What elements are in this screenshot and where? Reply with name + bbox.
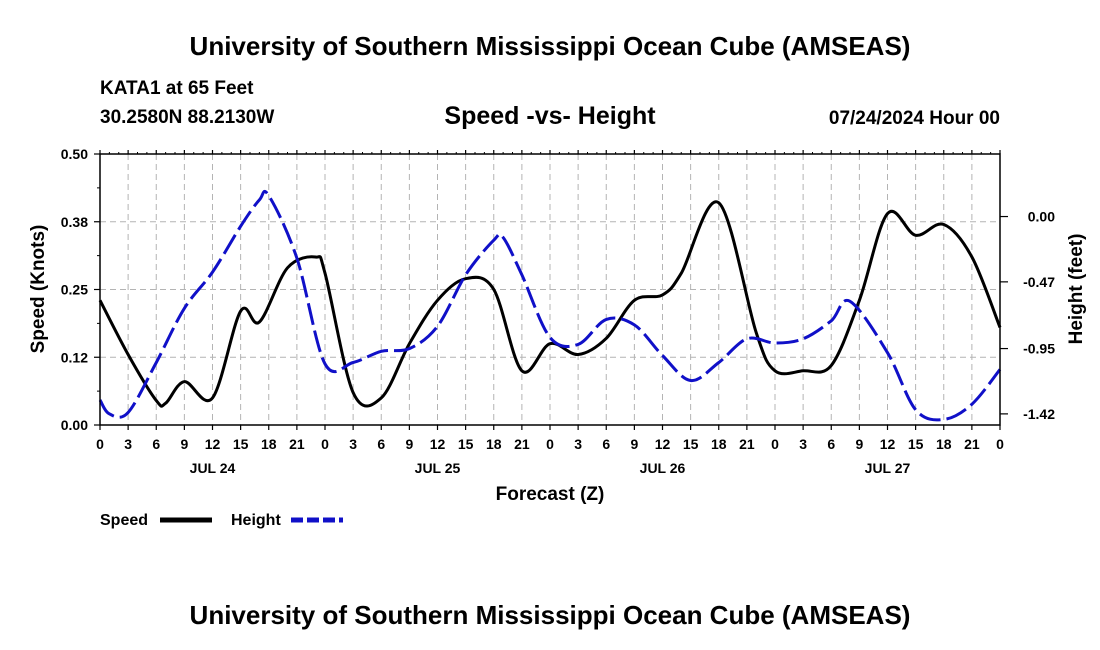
grid-lines bbox=[100, 154, 1000, 425]
y-tick-label: 0.38 bbox=[61, 214, 88, 230]
x-tick-label: 12 bbox=[430, 436, 446, 452]
x-tick-label: 9 bbox=[855, 436, 863, 452]
y2-axis-label: Height (feet) bbox=[1066, 234, 1087, 345]
x-tick-label: 18 bbox=[936, 436, 952, 452]
x-tick-label: 12 bbox=[205, 436, 221, 452]
plot-title: Speed -vs- Height bbox=[444, 102, 656, 130]
y-tick-label: 0.00 bbox=[61, 417, 88, 433]
y-tick-label: 0.12 bbox=[61, 349, 88, 365]
series-lines bbox=[98, 189, 1002, 422]
y2-tick-label: -0.47 bbox=[1023, 274, 1055, 290]
y2-tick-label: 0.00 bbox=[1028, 209, 1055, 225]
x-tick-label: 6 bbox=[827, 436, 835, 452]
x-tick-label: 0 bbox=[771, 436, 779, 452]
x-tick-label: 9 bbox=[630, 436, 638, 452]
x-axis-label: Forecast (Z) bbox=[496, 484, 605, 505]
x-tick-label: 21 bbox=[514, 436, 530, 452]
x-tick-label: 0 bbox=[96, 436, 104, 452]
x-tick-label: 21 bbox=[739, 436, 755, 452]
x-tick-label: 3 bbox=[124, 436, 132, 452]
y-tick-label: 0.50 bbox=[61, 146, 88, 162]
x-tick-label: 21 bbox=[964, 436, 980, 452]
x-tick-label: 6 bbox=[602, 436, 610, 452]
x-tick-label: 12 bbox=[655, 436, 671, 452]
y2-tick-label: -0.95 bbox=[1023, 341, 1055, 357]
x-tick-label: 18 bbox=[486, 436, 502, 452]
x-tick-label: 6 bbox=[152, 436, 160, 452]
x-tick-label: 0 bbox=[996, 436, 1004, 452]
x-tick-label: 15 bbox=[683, 436, 699, 452]
footer-title: University of Southern Mississippi Ocean… bbox=[190, 600, 911, 630]
day-label: JUL 24 bbox=[190, 460, 236, 476]
series-height-line bbox=[98, 189, 1002, 422]
x-tick-label: 18 bbox=[261, 436, 277, 452]
series-speed-line bbox=[98, 200, 1002, 408]
y-tick-label: 0.25 bbox=[61, 282, 88, 298]
y2-tick-label: -1.42 bbox=[1023, 406, 1055, 422]
day-label: JUL 26 bbox=[640, 460, 686, 476]
axis-ticks: 0 3 6 9 12 15 18 21 0 3 6 9 12 15 18 21 0 3 6 9 12 15 18 21 0 3 6 9… bbox=[61, 146, 1055, 476]
y-axis-label: Speed (Knots) bbox=[28, 225, 49, 354]
coordinates-label: 30.2580N 88.2130W bbox=[100, 107, 274, 128]
x-tick-label: 12 bbox=[880, 436, 896, 452]
legend: Speed Height bbox=[100, 512, 343, 529]
forecast-datetime: 07/24/2024 Hour 00 bbox=[829, 108, 1000, 129]
x-tick-label: 6 bbox=[377, 436, 385, 452]
station-label: KATA1 at 65 Feet bbox=[100, 78, 254, 99]
x-tick-label: 21 bbox=[289, 436, 305, 452]
x-tick-label: 9 bbox=[180, 436, 188, 452]
x-tick-label: 0 bbox=[546, 436, 554, 452]
x-tick-label: 9 bbox=[405, 436, 413, 452]
x-tick-label: 0 bbox=[321, 436, 329, 452]
x-tick-label: 18 bbox=[711, 436, 727, 452]
x-tick-label: 15 bbox=[908, 436, 924, 452]
x-tick-label: 15 bbox=[233, 436, 249, 452]
x-tick-label: 3 bbox=[349, 436, 357, 452]
legend-height-label: Height bbox=[231, 512, 281, 529]
x-tick-label: 3 bbox=[799, 436, 807, 452]
x-tick-label: 3 bbox=[574, 436, 582, 452]
x-tick-label: 15 bbox=[458, 436, 474, 452]
day-label: JUL 27 bbox=[865, 460, 911, 476]
legend-speed-label: Speed bbox=[100, 512, 148, 529]
main-title: University of Southern Mississippi Ocean… bbox=[190, 31, 911, 61]
day-label: JUL 25 bbox=[415, 460, 461, 476]
